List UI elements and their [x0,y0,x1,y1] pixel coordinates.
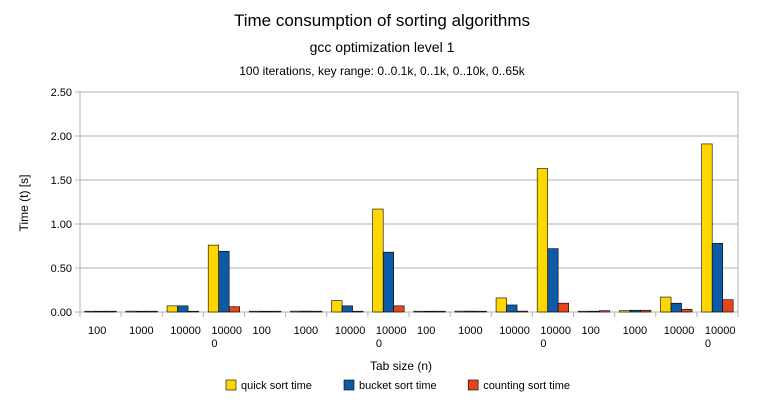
legend-swatch [225,379,237,391]
x-tick-label: 1000 [294,325,318,337]
bars [84,143,734,313]
bar-counting-sort-time [557,302,569,313]
y-tick-label: 0.50 [51,263,72,275]
legend-swatch [467,379,479,391]
bar-quick-sort-time [660,296,672,313]
bar-counting-sort-time [722,299,734,313]
chart-title: Time consumption of sorting algorithms [234,11,530,30]
bar-quick-sort-time [125,310,137,313]
bar-quick-sort-time [413,310,425,313]
bar-quick-sort-time [207,244,219,313]
bar-counting-sort-time [393,305,405,313]
y-tick-label: 1.50 [51,175,72,187]
legend: quick sort time bucket sort time counting … [225,379,570,392]
x-tick-label: 10000 [170,325,201,337]
bar-bucket-sort-time [670,302,682,313]
bar-bucket-sort-time [629,309,641,313]
bar-bucket-sort-time [465,310,477,313]
axes: 0.00 0.50 1.00 1.50 2.00 2.50 100 1000 10000 1000… [51,87,739,350]
bar-counting-sort-time [475,310,487,313]
bar-quick-sort-time [454,310,466,313]
bar-quick-sort-time [331,300,343,313]
bar-quick-sort-time [495,297,507,313]
x-tick-label: 10000 [335,325,366,337]
y-tick-label: 1.00 [51,219,72,231]
gridlines [79,91,739,313]
y-tick-label: 2.00 [51,131,72,143]
bar-counting-sort-time [681,309,693,313]
x-tick-label: 1000 [623,325,647,337]
bar-counting-sort-time [311,310,323,313]
y-axis-label: Time (t) [s] [17,175,31,232]
bar-counting-sort-time [352,310,364,313]
bar-bucket-sort-time [218,250,230,313]
bar-counting-sort-time [434,310,446,313]
bar-counting-sort-time [228,306,240,313]
bar-quick-sort-time [536,168,548,313]
x-tick-label: 10000 0 [376,325,407,350]
bar-bucket-sort-time [341,305,353,313]
chart-subtitle-2: 100 iterations, key range: 0..0.1k, 0..1… [239,64,526,78]
bar-counting-sort-time [270,310,282,313]
x-tick-label: 10000 0 [705,325,736,350]
bar-quick-sort-time [249,310,261,313]
x-tick-label: 10000 0 [540,325,571,350]
x-tick-label: 10000 [664,325,695,337]
bar-quick-sort-time [701,143,713,313]
legend-swatch [343,379,355,391]
legend-label: quick sort time [241,380,312,392]
x-tick-label: 1000 [458,325,482,337]
bar-counting-sort-time [599,310,611,313]
bar-quick-sort-time [619,310,631,313]
x-axis-label: Tab size (n) [370,359,432,373]
bar-bucket-sort-time [711,243,723,313]
bar-bucket-sort-time [424,310,436,313]
legend-label: bucket sort time [359,380,437,392]
bar-bucket-sort-time [547,248,559,313]
bar-quick-sort-time [166,305,178,313]
x-tick-label: 100 [417,325,435,337]
y-tick-label: 0.00 [51,307,72,319]
bar-bucket-sort-time [588,310,600,313]
x-tick-label: 100 [582,325,600,337]
bar-counting-sort-time [640,309,652,313]
x-tick-label: 10000 [499,325,530,337]
x-tick-label: 100 [253,325,271,337]
bar-counting-sort-time [105,310,117,313]
bar-quick-sort-time [578,310,590,313]
x-tick-label: 1000 [129,325,153,337]
bar-bucket-sort-time [300,310,312,313]
bar-counting-sort-time [146,310,158,313]
bar-quick-sort-time [84,310,96,313]
x-tick-label: 100 [88,325,106,337]
x-tick-label: 10000 0 [211,325,242,350]
bar-bucket-sort-time [136,310,148,313]
chart-subtitle: gcc optimization level 1 [310,39,455,55]
bar-quick-sort-time [372,208,384,313]
bar-counting-sort-time [516,310,528,313]
bar-quick-sort-time [290,310,302,313]
bar-bucket-sort-time [382,251,394,313]
y-tick-label: 2.50 [51,87,72,99]
bar-bucket-sort-time [177,305,189,313]
bar-bucket-sort-time [95,310,107,313]
bar-bucket-sort-time [259,310,271,313]
bar-counting-sort-time [187,310,199,313]
legend-label: counting sort time [483,380,570,392]
plot-area [79,91,739,313]
bar-bucket-sort-time [506,304,518,313]
